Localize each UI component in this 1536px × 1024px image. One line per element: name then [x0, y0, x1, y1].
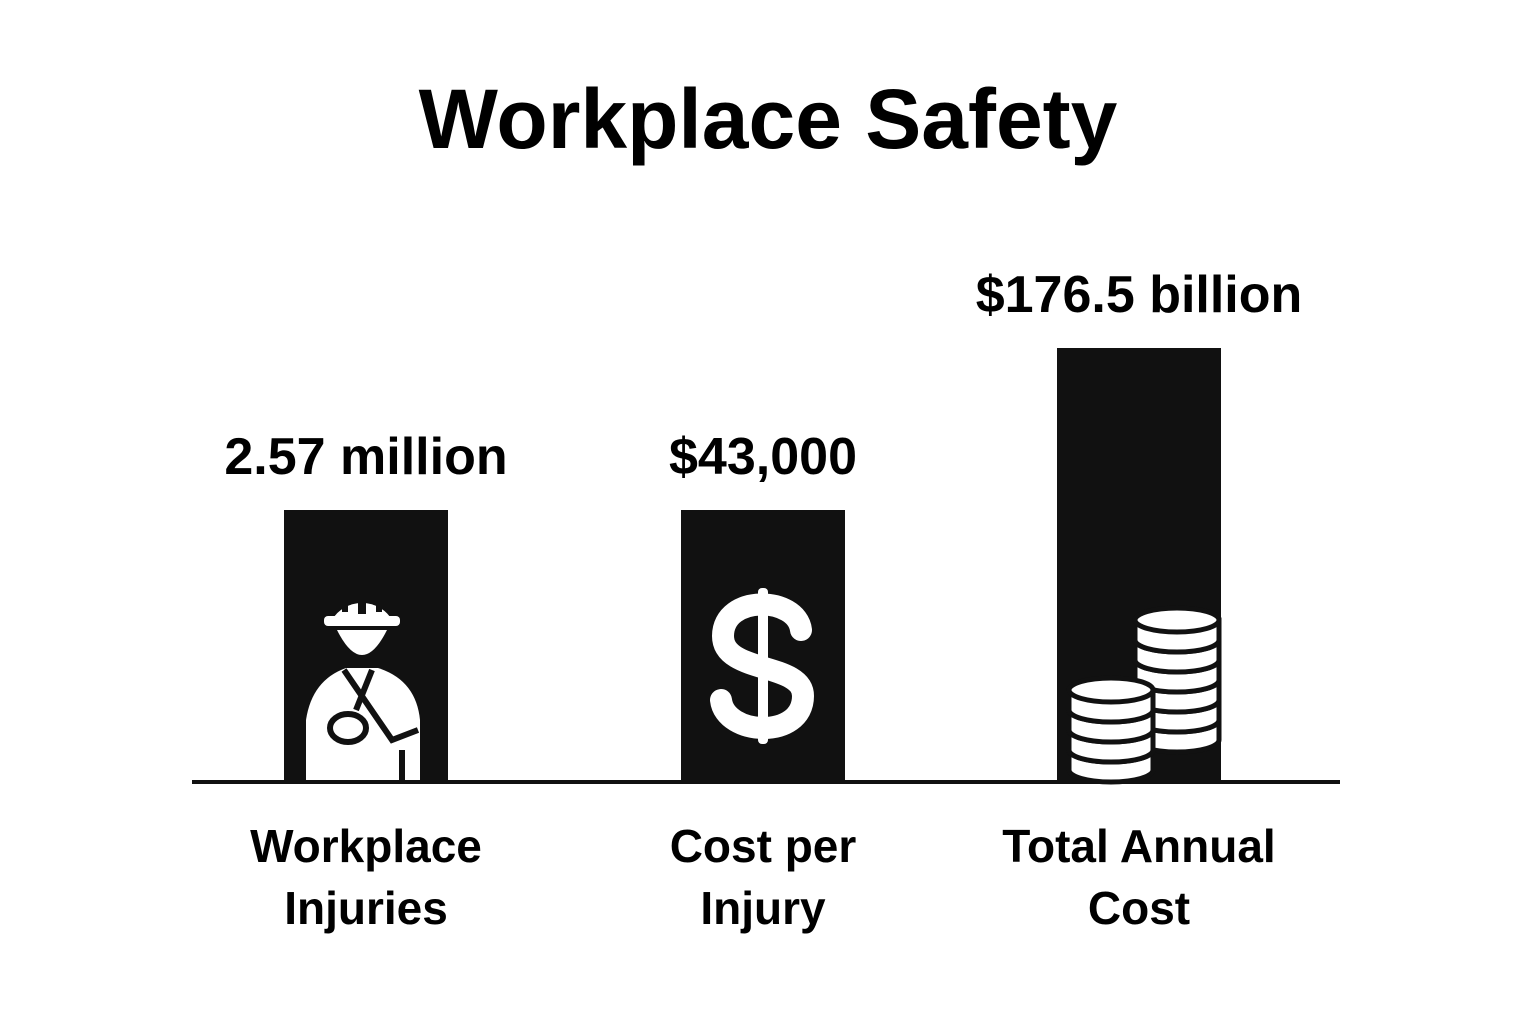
category-label-1-line2: Injuries: [284, 882, 448, 934]
category-label-1-line1: Workplace: [250, 820, 482, 872]
value-label-1: 2.57 million: [224, 428, 507, 486]
category-label-2-line2: Injury: [700, 882, 826, 934]
category-label-2-line1: Cost per: [670, 820, 857, 872]
injured-worker-icon: [306, 590, 420, 780]
dollar-sign-icon: [710, 588, 815, 744]
value-label-2: $43,000: [669, 428, 857, 486]
coin-stacks-icon: [1066, 605, 1222, 785]
value-label-3: $176.5 billion: [976, 266, 1303, 324]
chart-title: Workplace Safety: [419, 72, 1118, 166]
category-label-3-line1: Total Annual: [1002, 820, 1275, 872]
category-label-3-line2: Cost: [1088, 882, 1190, 934]
